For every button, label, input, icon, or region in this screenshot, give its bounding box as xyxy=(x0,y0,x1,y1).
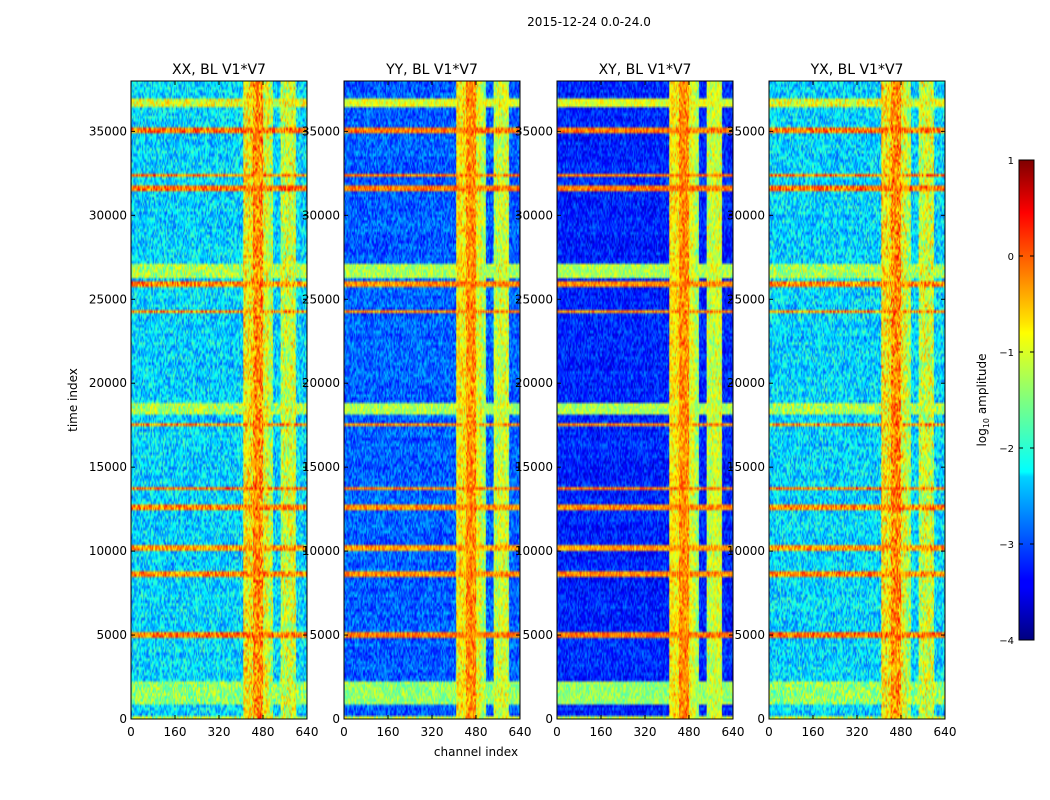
x-tick-label: 320 xyxy=(846,725,869,739)
heatmap-image xyxy=(769,81,945,719)
y-tick-label: 30000 xyxy=(727,208,765,222)
y-tick-label: 35000 xyxy=(302,124,340,138)
y-tick-label: 25000 xyxy=(515,292,553,306)
y-tick-label: 35000 xyxy=(89,124,127,138)
y-tick-label: 10000 xyxy=(515,544,553,558)
y-tick-label: 15000 xyxy=(302,460,340,474)
panel-title: YX, BL V1*V7 xyxy=(810,62,904,78)
x-tick-label: 0 xyxy=(340,725,348,739)
y-tick-label: 30000 xyxy=(515,208,553,222)
x-tick-label: 640 xyxy=(296,725,319,739)
panel-title: XY, BL V1*V7 xyxy=(599,62,692,78)
y-tick-label: 15000 xyxy=(89,460,127,474)
colorbar: 10−1−2−3−4 log10 amplitude xyxy=(975,156,1035,647)
colorbar-tick-label: 1 xyxy=(1008,156,1014,167)
x-tick-label: 480 xyxy=(252,725,275,739)
colorbar-label-main: log xyxy=(975,428,989,446)
x-tick-label: 160 xyxy=(377,725,400,739)
y-tick-label: 35000 xyxy=(515,124,553,138)
y-tick-label: 25000 xyxy=(302,292,340,306)
x-tick-label: 480 xyxy=(890,725,913,739)
figure-suptitle: 2015-12-24 0.0-24.0 xyxy=(527,15,651,29)
y-tick-label: 25000 xyxy=(89,292,127,306)
x-tick-label: 0 xyxy=(765,725,773,739)
y-tick-label: 15000 xyxy=(727,460,765,474)
heatmap-image xyxy=(557,81,733,719)
colorbar-ticks: 1 0 −1 −2 −3 −4 xyxy=(999,156,1034,647)
x-tick-label: 320 xyxy=(634,725,657,739)
y-tick-label: 5000 xyxy=(734,628,765,642)
y-tick-label: 35000 xyxy=(727,124,765,138)
heatmap-panel: XX, BL V1*V7 0 160 320 480 640 0 5000 10000 15000… xyxy=(89,62,319,739)
x-tick-label: 320 xyxy=(208,725,231,739)
y-tick-label: 0 xyxy=(757,712,765,726)
colorbar-tick-label: −1 xyxy=(999,348,1014,359)
y-tick-label: 5000 xyxy=(96,628,127,642)
panel-title: XX, BL V1*V7 xyxy=(172,62,266,78)
y-tick-label: 15000 xyxy=(515,460,553,474)
colorbar-tick-label: −4 xyxy=(999,636,1014,647)
colorbar-gradient xyxy=(1018,159,1035,641)
x-tick-label: 480 xyxy=(465,725,488,739)
panel-title: YY, BL V1*V7 xyxy=(385,62,478,78)
y-axis-label: time index xyxy=(66,368,80,432)
y-tick-label: 30000 xyxy=(302,208,340,222)
x-tick-label: 0 xyxy=(127,725,135,739)
heatmap-image xyxy=(344,81,520,719)
x-tick-label: 160 xyxy=(590,725,613,739)
y-tick-label: 10000 xyxy=(302,544,340,558)
y-tick-label: 20000 xyxy=(515,376,553,390)
y-tick-label: 5000 xyxy=(522,628,553,642)
y-tick-label: 10000 xyxy=(727,544,765,558)
heatmap-panel: YY, BL V1*V7 0 160 320 480 640 0 5000 10000 15000… xyxy=(302,62,532,739)
x-tick-label: 480 xyxy=(678,725,701,739)
x-tick-label: 640 xyxy=(934,725,957,739)
colorbar-label-rest: amplitude xyxy=(975,354,989,418)
y-tick-label: 0 xyxy=(332,712,340,726)
heatmap-panels: XX, BL V1*V7 0 160 320 480 640 0 5000 10000 15000… xyxy=(89,62,957,739)
y-tick-label: 10000 xyxy=(89,544,127,558)
colorbar-tick-label: −2 xyxy=(999,444,1014,455)
colorbar-label-sub: 10 xyxy=(982,418,991,428)
x-tick-label: 0 xyxy=(553,725,561,739)
y-tick-label: 30000 xyxy=(89,208,127,222)
x-tick-label: 640 xyxy=(722,725,745,739)
y-tick-label: 20000 xyxy=(302,376,340,390)
y-tick-label: 20000 xyxy=(89,376,127,390)
x-tick-label: 320 xyxy=(421,725,444,739)
colorbar-label: log10 amplitude xyxy=(975,354,991,447)
y-tick-label: 25000 xyxy=(727,292,765,306)
x-axis-label: channel index xyxy=(434,745,518,759)
heatmap-image xyxy=(131,81,307,719)
y-tick-label: 20000 xyxy=(727,376,765,390)
y-tick-label: 0 xyxy=(119,712,127,726)
colorbar-tick-label: −3 xyxy=(999,540,1014,551)
x-tick-label: 640 xyxy=(509,725,532,739)
heatmap-panel: XY, BL V1*V7 0 160 320 480 640 0 5000 10000 15000… xyxy=(515,62,745,739)
y-tick-label: 0 xyxy=(545,712,553,726)
x-tick-label: 160 xyxy=(164,725,187,739)
y-tick-label: 5000 xyxy=(309,628,340,642)
colorbar-tick-label: 0 xyxy=(1008,252,1014,263)
x-tick-label: 160 xyxy=(802,725,825,739)
heatmap-panel: YX, BL V1*V7 0 160 320 480 640 0 5000 10000 15000… xyxy=(727,62,957,739)
